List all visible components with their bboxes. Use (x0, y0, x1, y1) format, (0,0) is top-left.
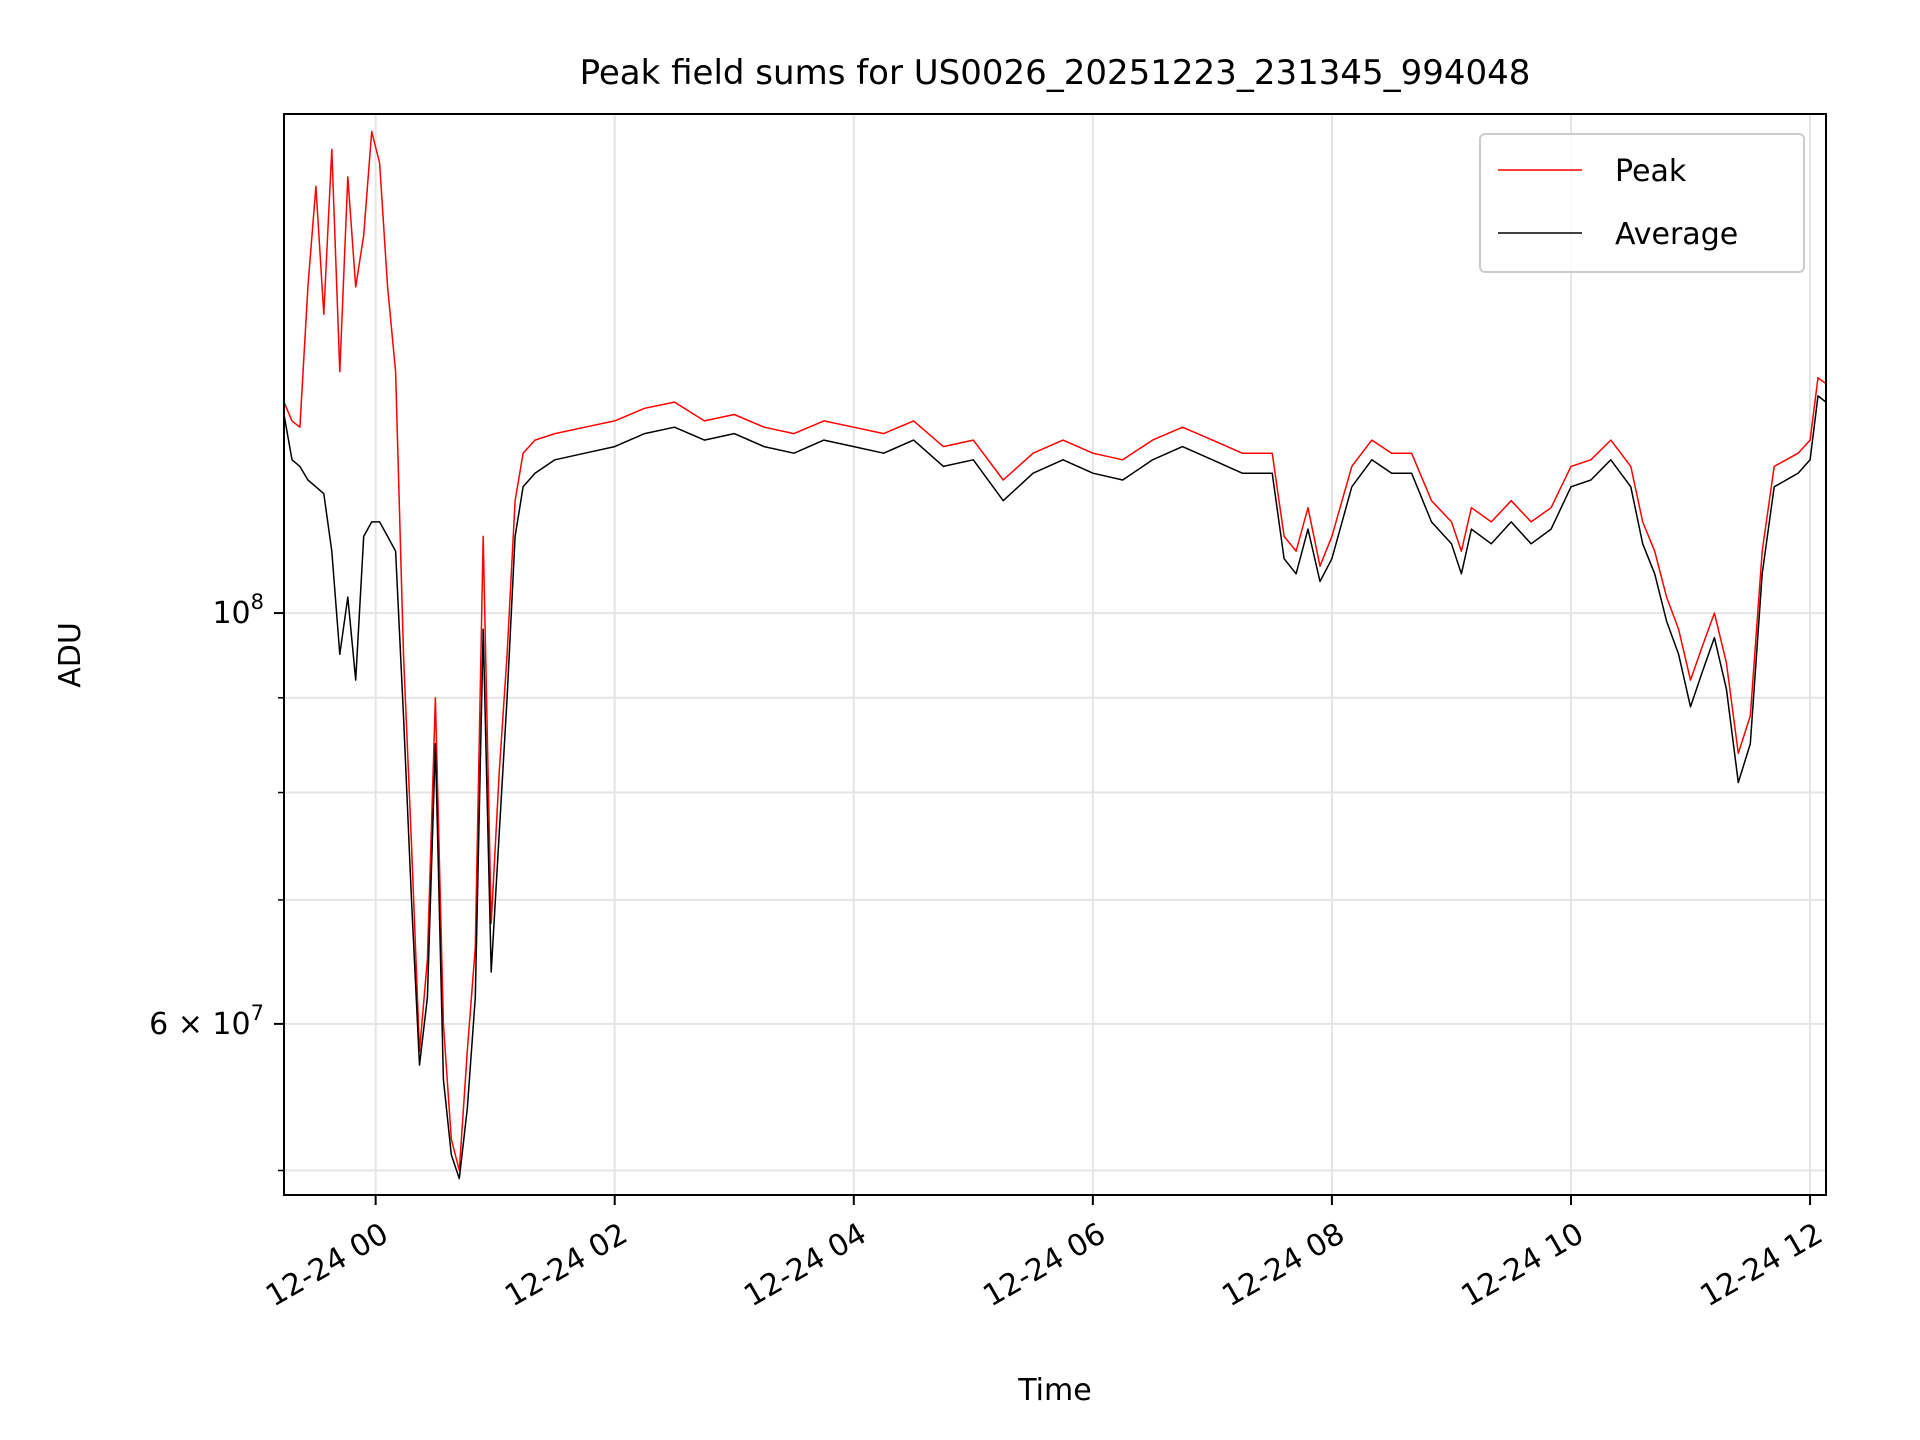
series-line-peak (283, 130, 1827, 1172)
grid (284, 114, 1826, 1195)
y-tick-label-exponent: 7 (251, 1001, 264, 1025)
y-tick-label: 108 (212, 590, 264, 631)
y-axis: 6 × 107 108 (149, 590, 284, 1172)
y-tick-label-base: 6 × 10 (149, 1007, 250, 1042)
y-tick-label: 6 × 107 (149, 1001, 264, 1042)
legend-box (1479, 133, 1805, 273)
y-axis-label: ADU (53, 622, 88, 688)
series-layer (283, 130, 1827, 1180)
plot-frame (283, 113, 1827, 1196)
series-line-average (283, 395, 1827, 1180)
legend-average-label: Average (1615, 217, 1738, 252)
x-axis-label: Time (1017, 1373, 1091, 1408)
legend-peak-label: Peak (1615, 154, 1687, 189)
y-tick-label-exponent: 8 (251, 590, 264, 614)
legend: Peak Average (1479, 133, 1805, 273)
y-tick-label-base: 10 (212, 596, 250, 631)
chart-title: Peak field sums for US0026_20251223_2313… (580, 53, 1531, 93)
